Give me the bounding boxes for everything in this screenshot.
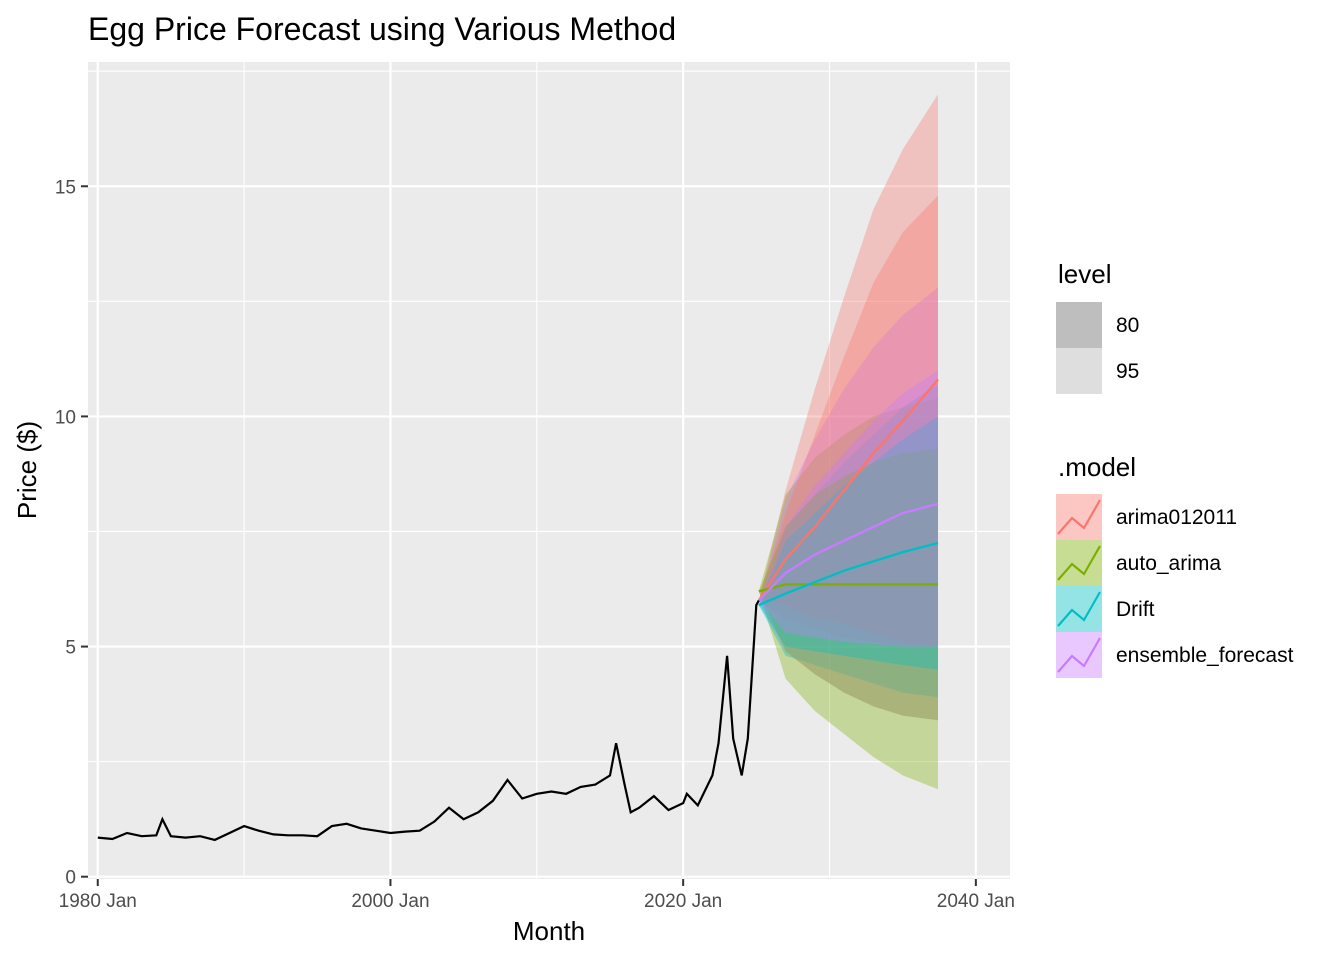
chart-title: Egg Price Forecast using Various Method [88,11,676,47]
legend-level-label: 95 [1116,360,1139,383]
grid-major [88,62,1010,879]
forecast-ribbons [758,94,938,790]
ribbon-80-Drift [758,416,938,670]
y-tick-label: 15 [55,177,76,198]
legend-model-key [1056,494,1102,540]
ribbon-95-arima012011 [758,94,938,647]
legend-model-key [1056,540,1102,586]
x-tick-label: 2000 Jan [351,891,429,912]
forecast-lines [757,378,939,607]
legend-model-label: arima012011 [1116,506,1237,529]
ribbon-80-arima012011 [758,195,938,647]
ribbon-95-ensemble_forecast [758,287,938,721]
x-axis: 1980 Jan 2000 Jan 2020 Jan 2040 Jan [59,879,1015,912]
y-tick-label: 0 [65,868,76,889]
ribbon-95-Drift [758,384,938,698]
y-tick-label: 10 [55,407,76,428]
legend-level-key [1056,302,1102,348]
x-tick-label: 1980 Jan [59,891,137,912]
plot-panel [88,62,1010,879]
legend-model-key [1056,586,1102,632]
legend-model-label: auto_arima [1116,552,1221,575]
legend-model-key [1056,632,1102,678]
legend-model-line [1057,637,1101,673]
grid-minor [88,62,1010,879]
x-axis-title: Month [513,916,585,946]
y-axis-title: Price ($) [12,421,42,519]
x-tick-label: 2020 Jan [644,891,722,912]
legend-model-title: .model [1058,452,1136,482]
ribbon-95-auto_arima [758,398,938,790]
legend-level-title: level [1058,259,1111,289]
legend-level: level 80 95 [1056,259,1139,394]
history-line [97,599,760,842]
legend-model-line [1057,545,1101,581]
x-tick-label: 2040 Jan [937,891,1015,912]
forecast-line-arima012011 [757,378,939,602]
forecast-line-auto_arima [758,583,938,593]
legend-model-line [1057,499,1101,535]
legend-model-label: ensemble_forecast [1116,644,1294,667]
forecast-line-ensemble_forecast [757,502,939,602]
legend-model-line [1057,591,1101,627]
legend-level-key [1056,348,1102,394]
y-axis: 0 5 10 15 [55,177,88,889]
y-tick-label: 5 [65,638,76,659]
forecast-line-Drift [758,541,939,607]
legend-level-label: 80 [1116,314,1139,337]
legend-model-label: Drift [1116,598,1155,621]
ribbon-80-ensemble_forecast [758,370,938,647]
legend-model: .model arima012011 auto_arima Drift ensembl… [1056,452,1294,678]
